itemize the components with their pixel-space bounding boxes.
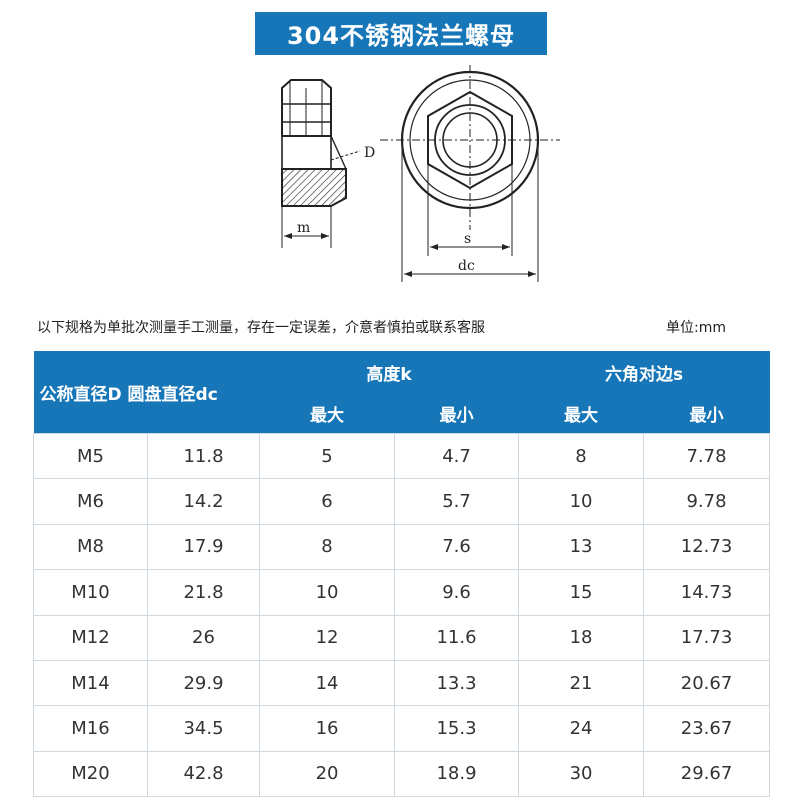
- cell-disc: 34.5: [146, 705, 260, 752]
- cell-hex-max: 10: [518, 478, 644, 525]
- cell-nominal: M12: [33, 615, 148, 661]
- cell-hex-max: 30: [518, 751, 644, 798]
- cell-disc: 17.9: [146, 524, 260, 571]
- cell-hex-max: 8: [518, 432, 644, 480]
- cell-disc: 14.2: [146, 478, 260, 525]
- cell-disc: 26: [146, 615, 260, 661]
- table-row: M16 34.5 16 15.3 24 23.67: [33, 705, 771, 752]
- cell-height-min: 15.3: [394, 705, 519, 752]
- label-m: m: [297, 220, 310, 236]
- cell-height-max: 14: [259, 660, 395, 707]
- label-d: D: [364, 145, 375, 161]
- header-hex-max: 最大: [518, 393, 644, 434]
- cell-nominal: M16: [33, 705, 148, 752]
- cell-nominal: M20: [33, 751, 148, 798]
- cell-hex-max: 13: [518, 524, 644, 571]
- cell-height-max: 10: [259, 569, 395, 616]
- header-nominal: 公称直径D: [39, 384, 122, 405]
- table-row: M5 11.8 5 4.7 8 7.78: [33, 432, 771, 480]
- header-hex: 六角对边s: [518, 351, 770, 393]
- table-subheader-row: 最大 最小 最大 最小: [34, 393, 770, 434]
- cell-hex-min: 9.78: [643, 478, 771, 525]
- cell-nominal: M6: [33, 478, 148, 525]
- cell-hex-min: 23.67: [643, 705, 771, 752]
- nut-front-view: [380, 65, 560, 282]
- header-height: 高度k: [259, 351, 519, 393]
- table-header-row: 公称直径D 圆盘直径dc 高度k 六角对边s: [33, 351, 770, 434]
- cell-hex-max: 18: [518, 615, 644, 661]
- cell-hex-max: 24: [518, 705, 644, 752]
- cell-hex-min: 29.67: [643, 751, 771, 798]
- cell-height-min: 9.6: [394, 569, 519, 616]
- cell-disc: 11.8: [146, 432, 260, 480]
- cell-height-min: 5.7: [394, 478, 519, 525]
- cell-height-max: 6: [259, 478, 395, 525]
- header-disc: 圆盘直径dc: [127, 384, 218, 405]
- table-row: M8 17.9 8 7.6 13 12.73: [33, 524, 771, 571]
- header-height-max: 最大: [259, 393, 395, 434]
- cell-height-min: 13.3: [394, 660, 519, 707]
- measurement-note: 以下规格为单批次测量手工测量，存在一定误差，介意者慎拍或联系客服: [37, 320, 485, 336]
- cell-nominal: M8: [33, 524, 148, 571]
- label-dc: dc: [458, 258, 475, 274]
- cell-disc: 29.9: [146, 660, 260, 707]
- unit-label: 单位:mm: [666, 320, 726, 336]
- cell-nominal: M5: [33, 432, 148, 480]
- header-nominal-disc: 公称直径D 圆盘直径dc: [33, 351, 260, 434]
- cell-nominal: M14: [33, 660, 148, 707]
- cell-nominal: M10: [33, 569, 148, 616]
- table-row: M20 42.8 20 18.9 30 29.67: [33, 751, 771, 798]
- header-height-min: 最小: [394, 393, 519, 434]
- cell-height-min: 7.6: [394, 524, 519, 571]
- table-row: M14 29.9 14 13.3 21 20.67: [33, 660, 771, 707]
- cell-hex-min: 7.78: [643, 432, 771, 480]
- cell-disc: 21.8: [146, 569, 260, 616]
- cell-height-max: 20: [259, 751, 395, 798]
- table-row: M12 26 12 11.6 18 17.73: [33, 615, 771, 661]
- cell-height-min: 11.6: [394, 615, 519, 661]
- header-hex-min: 最小: [643, 393, 770, 434]
- cell-disc: 42.8: [146, 751, 260, 798]
- cell-hex-min: 14.73: [643, 569, 771, 616]
- cell-hex-min: 12.73: [643, 524, 771, 571]
- page-title: 304不锈钢法兰螺母: [255, 12, 547, 55]
- cell-height-min: 18.9: [394, 751, 519, 798]
- cell-height-max: 5: [259, 432, 395, 480]
- cell-hex-max: 15: [518, 569, 644, 616]
- cell-height-min: 4.7: [394, 432, 519, 480]
- table-row: M6 14.2 6 5.7 10 9.78: [33, 478, 771, 525]
- cell-height-max: 16: [259, 705, 395, 752]
- cell-hex-min: 17.73: [643, 615, 771, 661]
- nut-side-view: [281, 79, 361, 248]
- table-row: M10 21.8 10 9.6 15 14.73: [33, 569, 771, 616]
- label-s: s: [464, 231, 471, 247]
- nut-technical-diagram: D m s dc: [281, 65, 560, 282]
- cell-hex-max: 21: [518, 660, 644, 707]
- cell-hex-min: 20.67: [643, 660, 771, 707]
- cell-height-max: 8: [259, 524, 395, 571]
- cell-height-max: 12: [259, 615, 395, 661]
- spec-table: 公称直径D 圆盘直径dc 高度k 六角对边s 最大 最小 最大 最小 M5 11…: [33, 351, 771, 798]
